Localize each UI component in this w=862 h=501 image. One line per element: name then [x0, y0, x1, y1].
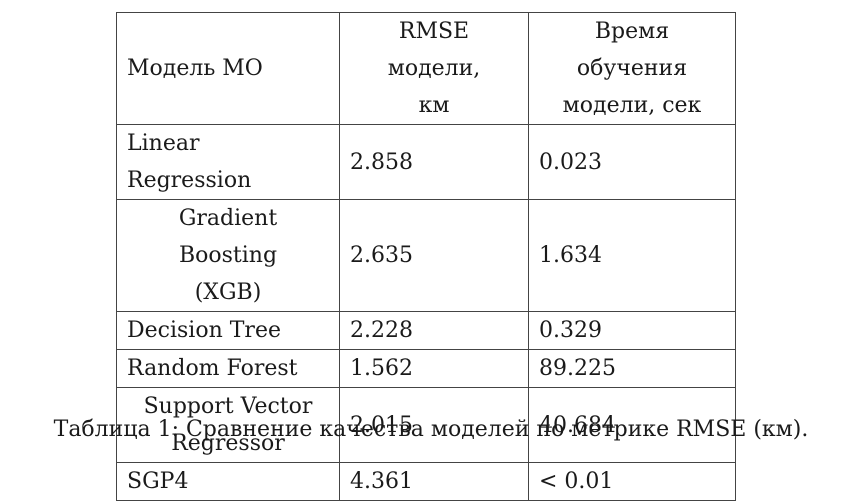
header-rmse: RMSE модели, км [339, 12, 529, 125]
time-cell: 1.634 [528, 199, 736, 312]
table-row: SGP4 4.361 < 0.01 [116, 462, 736, 501]
time-cell: 0.329 [528, 311, 736, 350]
model-name-line2: (XGB) [194, 280, 262, 305]
model-name-line1: Gradient Boosting [178, 206, 278, 268]
model-name-cell: Support Vector Regressor [116, 387, 340, 463]
model-name-cell: SGP4 [116, 462, 340, 501]
time-cell: < 0.01 [528, 462, 736, 501]
rmse-cell: 2.228 [339, 311, 529, 350]
header-model: Модель МО [116, 12, 340, 125]
time-cell: 89.225 [528, 349, 736, 388]
time-cell: 40.684 [528, 387, 736, 463]
model-name-cell: Random Forest [116, 349, 340, 388]
table-caption: Таблица 1: Сравнение качества моделей по… [53, 417, 809, 442]
header-rmse-line2: км [418, 93, 450, 118]
table-row: Gradient Boosting (XGB) 2.635 1.634 [116, 199, 736, 312]
rmse-cell: 1.562 [339, 349, 529, 388]
model-name-cell: Linear Regression [116, 124, 340, 200]
table-row: Linear Regression 2.858 0.023 [116, 124, 736, 200]
header-rmse-line1: RMSE модели, [387, 19, 481, 81]
header-time-line2: модели, сек [562, 93, 702, 118]
table-row: Random Forest 1.562 89.225 [116, 349, 736, 388]
rmse-cell: 2.635 [339, 199, 529, 312]
header-time-line1: Время обучения [576, 19, 688, 81]
model-name-cell: Decision Tree [116, 311, 340, 350]
table-header-row: Модель МО RMSE модели, км Время обучения… [116, 12, 736, 125]
table-row: Decision Tree 2.228 0.329 [116, 311, 736, 350]
rmse-cell: 2.858 [339, 124, 529, 200]
rmse-cell: 4.361 [339, 462, 529, 501]
model-name-cell: Gradient Boosting (XGB) [116, 199, 340, 312]
time-cell: 0.023 [528, 124, 736, 200]
model-name-line2: Regressor [171, 431, 285, 456]
header-time: Время обучения модели, сек [528, 12, 736, 125]
model-name-line1: Support Vector [143, 394, 313, 419]
